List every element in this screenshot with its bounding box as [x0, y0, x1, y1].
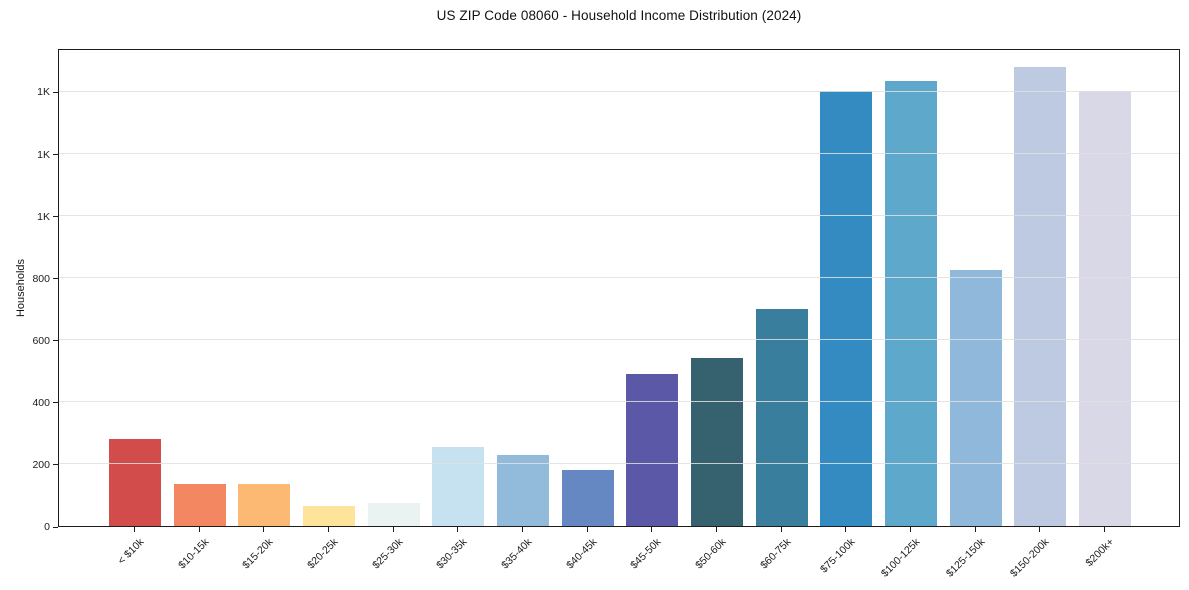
x-tick-mark: [263, 527, 265, 532]
bar-$75-100k: [820, 91, 873, 526]
gridline: [59, 277, 1179, 279]
x-tick-label: $45-50k: [628, 536, 664, 572]
bar-$40-45k: [561, 470, 614, 526]
x-tick-mark: [457, 527, 459, 532]
x-tick-mark: [198, 527, 200, 532]
bar-$50-60k: [691, 358, 743, 526]
y-tick-mark: [53, 340, 58, 342]
x-tick-mark: [910, 527, 911, 532]
bar-$100-125k: [885, 80, 937, 526]
bar-$150-200k: [1014, 66, 1067, 526]
x-tick-label: $15-20k: [240, 536, 276, 572]
y-tick-label: 200: [32, 458, 50, 471]
y-tick-label: 1K: [37, 86, 50, 99]
x-tick-mark: [586, 527, 588, 532]
x-tick-mark: [134, 527, 135, 532]
x-tick-label: $30-35k: [434, 536, 470, 572]
x-tick-label: $50-60k: [693, 536, 729, 572]
y-tick-label: 600: [32, 334, 50, 347]
bar-$20-25k: [303, 505, 355, 526]
gridline: [59, 215, 1179, 217]
y-tick-label: 1K: [37, 210, 50, 223]
y-tick-mark: [53, 464, 58, 466]
x-tick-mark: [392, 527, 394, 532]
plot-area: [58, 49, 1180, 527]
x-tick-label: $100-125k: [878, 536, 923, 580]
bar-$200k+: [1079, 91, 1131, 526]
x-tick-mark: [1039, 527, 1041, 532]
y-tick-mark: [53, 216, 58, 218]
gridline: [59, 463, 1179, 465]
x-tick-mark: [974, 527, 976, 532]
bar-$125-150k: [949, 269, 1002, 526]
bar-$25-30k: [367, 502, 420, 526]
bar-$60-75k: [755, 308, 808, 526]
bar-$45-50k: [626, 373, 679, 526]
x-tick-label: $60-75k: [757, 536, 794, 572]
gridline: [59, 339, 1179, 341]
bar-$30-35k: [432, 446, 485, 526]
y-tick-label: 0: [44, 521, 50, 533]
x-tick-label: < $10k: [115, 536, 147, 567]
bar-$15-20k: [238, 484, 291, 526]
y-tick-mark: [53, 526, 58, 528]
bar-$35-40k: [497, 454, 549, 526]
y-tick-label: 800: [32, 272, 50, 285]
x-tick-mark: [716, 527, 717, 532]
x-tick-label: $35-40k: [499, 536, 535, 572]
x-tick-mark: [780, 527, 782, 532]
x-tick-label: $10-15k: [175, 536, 212, 572]
x-tick-label: $20-25k: [305, 536, 341, 572]
y-tick-label: 1K: [37, 148, 50, 161]
gridline: [59, 90, 1179, 92]
x-tick-mark: [1104, 527, 1105, 532]
x-tick-label: $125-150k: [943, 536, 988, 580]
y-tick-label: 400: [32, 396, 50, 409]
gridline: [59, 401, 1179, 403]
x-tick-label: $25-30k: [369, 536, 406, 572]
gridline: [59, 153, 1179, 155]
y-tick-mark: [53, 278, 58, 280]
x-tick-label: $75-100k: [818, 536, 858, 576]
y-axis-label: Households: [15, 258, 27, 318]
x-tick-mark: [522, 527, 523, 532]
x-tick-label: $200k+: [1083, 536, 1117, 570]
x-tick-mark: [651, 527, 653, 532]
x-tick-mark: [328, 527, 329, 532]
y-tick-mark: [53, 154, 58, 156]
x-tick-mark: [845, 527, 847, 532]
chart-title: US ZIP Code 08060 - Household Income Dis…: [436, 8, 802, 23]
x-tick-label: $150-200k: [1008, 536, 1052, 580]
bar-$10-15k: [173, 484, 226, 526]
bar-< $10k: [109, 439, 161, 526]
x-tick-label: $40-45k: [563, 536, 600, 572]
y-tick-mark: [53, 91, 58, 93]
y-tick-mark: [53, 402, 58, 404]
